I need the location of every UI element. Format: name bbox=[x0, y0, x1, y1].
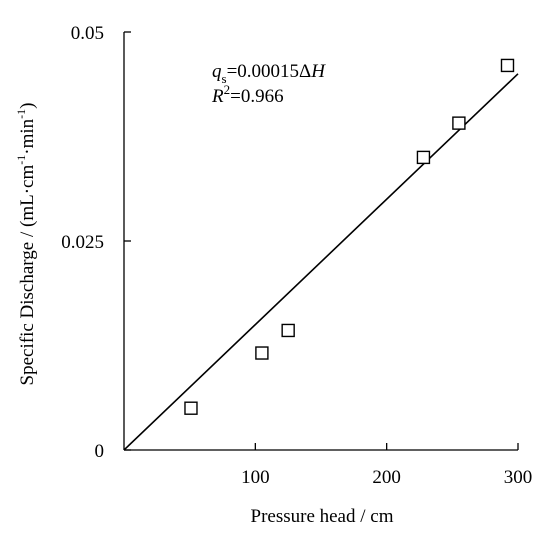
data-point bbox=[184, 401, 198, 415]
data-point bbox=[281, 323, 295, 338]
data-point bbox=[255, 346, 269, 360]
y-axis-title: Specific Discharge / (mL·cm-1·min-1) bbox=[14, 103, 38, 386]
data-point bbox=[416, 150, 431, 165]
x-axis-title: Pressure head / cm bbox=[251, 506, 394, 527]
x-tick-label: 200 bbox=[372, 467, 401, 488]
r-squared-annotation: R2=0.966 bbox=[211, 82, 284, 107]
y-tick-label: 0.05 bbox=[71, 23, 104, 44]
y-tick-label: 0.025 bbox=[61, 232, 104, 253]
axes: 0 0.025 0.05 100 200 300 bbox=[61, 23, 532, 488]
x-tick-label: 300 bbox=[504, 467, 533, 488]
data-points bbox=[184, 58, 515, 415]
x-tick-label: 100 bbox=[241, 467, 270, 488]
y-tick-label: 0 bbox=[95, 441, 105, 462]
data-point bbox=[500, 58, 515, 73]
trend-line bbox=[123, 73, 519, 451]
data-point bbox=[452, 116, 466, 130]
fit-line-group bbox=[123, 73, 519, 451]
equation-annotation: qs=0.00015ΔH bbox=[212, 61, 326, 86]
